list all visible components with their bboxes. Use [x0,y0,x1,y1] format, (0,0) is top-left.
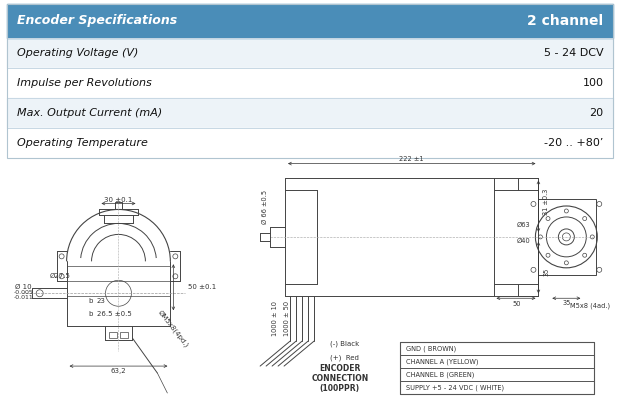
Text: 31 ±0.3: 31 ±0.3 [543,189,549,215]
Text: CONNECTION: CONNECTION [311,373,368,383]
Text: 222 ±1: 222 ±1 [399,156,424,162]
Text: M5x8 (4ad.): M5x8 (4ad.) [570,303,611,310]
Text: 2 channel: 2 channel [528,14,603,28]
Bar [115,203,122,209]
Bar [7,68,613,98]
Text: Ø63: Ø63 [516,222,530,228]
Text: Impulse per Revolutions: Impulse per Revolutions [17,78,151,88]
Text: Ø27.5: Ø27.5 [50,273,71,279]
Bar [120,332,128,338]
Text: Ø 66 ±0.5: Ø 66 ±0.5 [262,190,268,224]
Text: 23: 23 [97,298,105,304]
Text: GND ( BROWN): GND ( BROWN) [405,346,456,352]
Text: 50 ±0.1: 50 ±0.1 [188,284,216,290]
Bar [400,342,595,355]
Bar [400,381,595,394]
Text: -0.011: -0.011 [14,295,33,300]
Text: 35: 35 [543,267,549,276]
Text: Operating Temperature: Operating Temperature [17,138,148,148]
Text: Max. Output Current (mA): Max. Output Current (mA) [17,108,162,118]
Text: CHANNEL A (YELLOW): CHANNEL A (YELLOW) [405,358,478,365]
Bar [7,98,613,128]
Text: (-) Black: (-) Black [330,341,359,348]
Text: 50: 50 [512,301,521,307]
Bar [7,128,613,158]
Text: ENCODER: ENCODER [319,363,361,373]
Text: CHANNEL B (GREEN): CHANNEL B (GREEN) [405,371,474,378]
Bar [7,4,613,38]
Bar [400,368,595,381]
Bar [109,332,117,338]
Text: -0.005: -0.005 [14,290,33,295]
Text: 100: 100 [582,78,603,88]
Text: 26.5 ±0.5: 26.5 ±0.5 [97,311,131,317]
Text: (+)  Red: (+) Red [330,355,359,361]
Text: SUPPLY +5 - 24 VDC ( WHITE): SUPPLY +5 - 24 VDC ( WHITE) [405,384,504,391]
Text: Operating Voltage (V): Operating Voltage (V) [17,48,138,58]
Text: b: b [89,298,93,304]
Text: ØM5x8(4pd.): ØM5x8(4pd.) [156,309,190,349]
Text: 20: 20 [590,108,603,118]
Text: Ø 10: Ø 10 [16,284,32,290]
Text: b: b [89,311,93,317]
Text: 63,2: 63,2 [110,368,126,374]
Text: 30 ±0.1: 30 ±0.1 [104,196,133,203]
Text: 1000 ± 50: 1000 ± 50 [284,300,290,336]
Text: Ø40: Ø40 [516,238,530,244]
Text: 5 - 24 DCV: 5 - 24 DCV [544,48,603,58]
Bar [538,199,596,275]
Text: -20 .. +80’: -20 .. +80’ [544,138,603,148]
Text: 35: 35 [562,300,570,306]
Text: (100PPR): (100PPR) [320,383,360,393]
Text: 1000 ± 10: 1000 ± 10 [272,301,278,336]
Bar [400,342,595,394]
Text: Encoder Specifications: Encoder Specifications [17,14,177,28]
Bar [400,355,595,368]
Bar [7,38,613,68]
